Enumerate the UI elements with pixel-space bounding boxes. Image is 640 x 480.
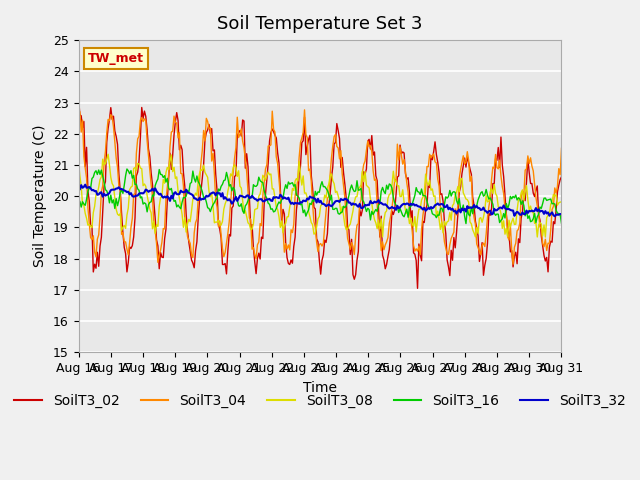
Line: SoilT3_02: SoilT3_02 — [79, 97, 561, 288]
SoilT3_16 — [75, 198, 83, 204]
SoilT3_04 — [235, 135, 243, 141]
SoilT3_16 — [220, 178, 228, 183]
SoilT3_32 — [244, 192, 252, 198]
SoilT3_08 — [220, 206, 228, 212]
Line: SoilT3_04: SoilT3_04 — [79, 110, 561, 264]
Legend: SoilT3_02, SoilT3_04, SoilT3_08, SoilT3_16, SoilT3_32: SoilT3_02, SoilT3_04, SoilT3_08, SoilT3_… — [8, 389, 632, 414]
X-axis label: Time: Time — [303, 381, 337, 395]
SoilT3_04 — [509, 262, 517, 267]
SoilT3_32 — [75, 187, 83, 192]
SoilT3_04 — [243, 169, 250, 175]
SoilT3_02 — [235, 130, 243, 135]
SoilT3_16 — [244, 198, 252, 204]
SoilT3_16 — [462, 221, 470, 227]
SoilT3_02 — [243, 151, 250, 156]
SoilT3_16 — [236, 204, 244, 209]
Title: Soil Temperature Set 3: Soil Temperature Set 3 — [217, 15, 423, 33]
SoilT3_02 — [219, 262, 227, 267]
SoilT3_32 — [81, 182, 89, 188]
SoilT3_08 — [236, 183, 244, 189]
SoilT3_32 — [220, 196, 228, 202]
SoilT3_04 — [533, 204, 541, 209]
SoilT3_02 — [286, 262, 294, 267]
SoilT3_16 — [135, 188, 143, 193]
SoilT3_08 — [104, 151, 112, 157]
SoilT3_32 — [557, 211, 565, 217]
Line: SoilT3_32: SoilT3_32 — [79, 185, 561, 216]
SoilT3_16 — [533, 214, 541, 220]
SoilT3_02 — [75, 95, 83, 100]
Line: SoilT3_08: SoilT3_08 — [79, 154, 561, 237]
SoilT3_32 — [532, 205, 540, 211]
SoilT3_04 — [219, 246, 227, 252]
SoilT3_08 — [532, 220, 540, 226]
SoilT3_08 — [244, 220, 252, 226]
Line: SoilT3_16: SoilT3_16 — [79, 169, 561, 224]
SoilT3_32 — [135, 191, 143, 197]
SoilT3_02 — [557, 174, 565, 180]
SoilT3_08 — [557, 199, 565, 205]
SoilT3_04 — [286, 247, 294, 253]
SoilT3_04 — [301, 107, 308, 113]
SoilT3_08 — [541, 234, 549, 240]
SoilT3_16 — [557, 220, 565, 226]
Text: TW_met: TW_met — [88, 52, 144, 65]
SoilT3_16 — [123, 166, 131, 172]
SoilT3_04 — [75, 108, 83, 114]
SoilT3_04 — [557, 145, 565, 151]
SoilT3_32 — [551, 214, 559, 219]
SoilT3_32 — [287, 201, 295, 206]
SoilT3_16 — [287, 180, 295, 186]
SoilT3_08 — [287, 198, 295, 204]
Y-axis label: Soil Temperature (C): Soil Temperature (C) — [33, 125, 47, 267]
SoilT3_08 — [135, 161, 143, 167]
SoilT3_02 — [413, 286, 421, 291]
SoilT3_08 — [75, 158, 83, 164]
SoilT3_02 — [134, 169, 141, 175]
SoilT3_32 — [236, 193, 244, 199]
SoilT3_04 — [134, 136, 141, 142]
SoilT3_02 — [532, 187, 540, 193]
